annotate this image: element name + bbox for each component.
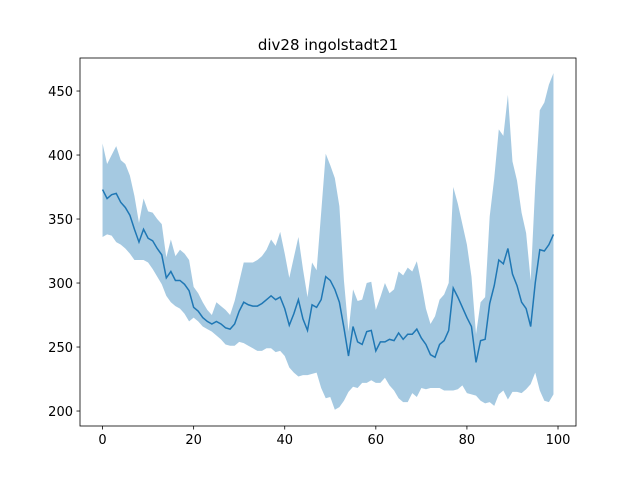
x-tick-label: 80 (459, 433, 476, 448)
y-tick-label: 350 (48, 213, 73, 228)
y-tick-label: 450 (48, 85, 73, 100)
y-tick-label: 400 (48, 149, 73, 164)
x-tick-label: 60 (368, 433, 385, 448)
chart-title: div28 ingolstadt21 (258, 36, 398, 54)
y-tick-label: 200 (48, 405, 73, 420)
band (102, 73, 554, 410)
y-tick-label: 300 (48, 277, 73, 292)
axes-frame (79, 57, 577, 427)
line (101, 189, 555, 363)
x-tick-label: 40 (276, 433, 293, 448)
x-tick-label: 100 (546, 433, 571, 448)
y-tick-label: 250 (48, 341, 73, 356)
x-tick-label: 20 (185, 433, 202, 448)
x-tick-label: 0 (98, 433, 106, 448)
